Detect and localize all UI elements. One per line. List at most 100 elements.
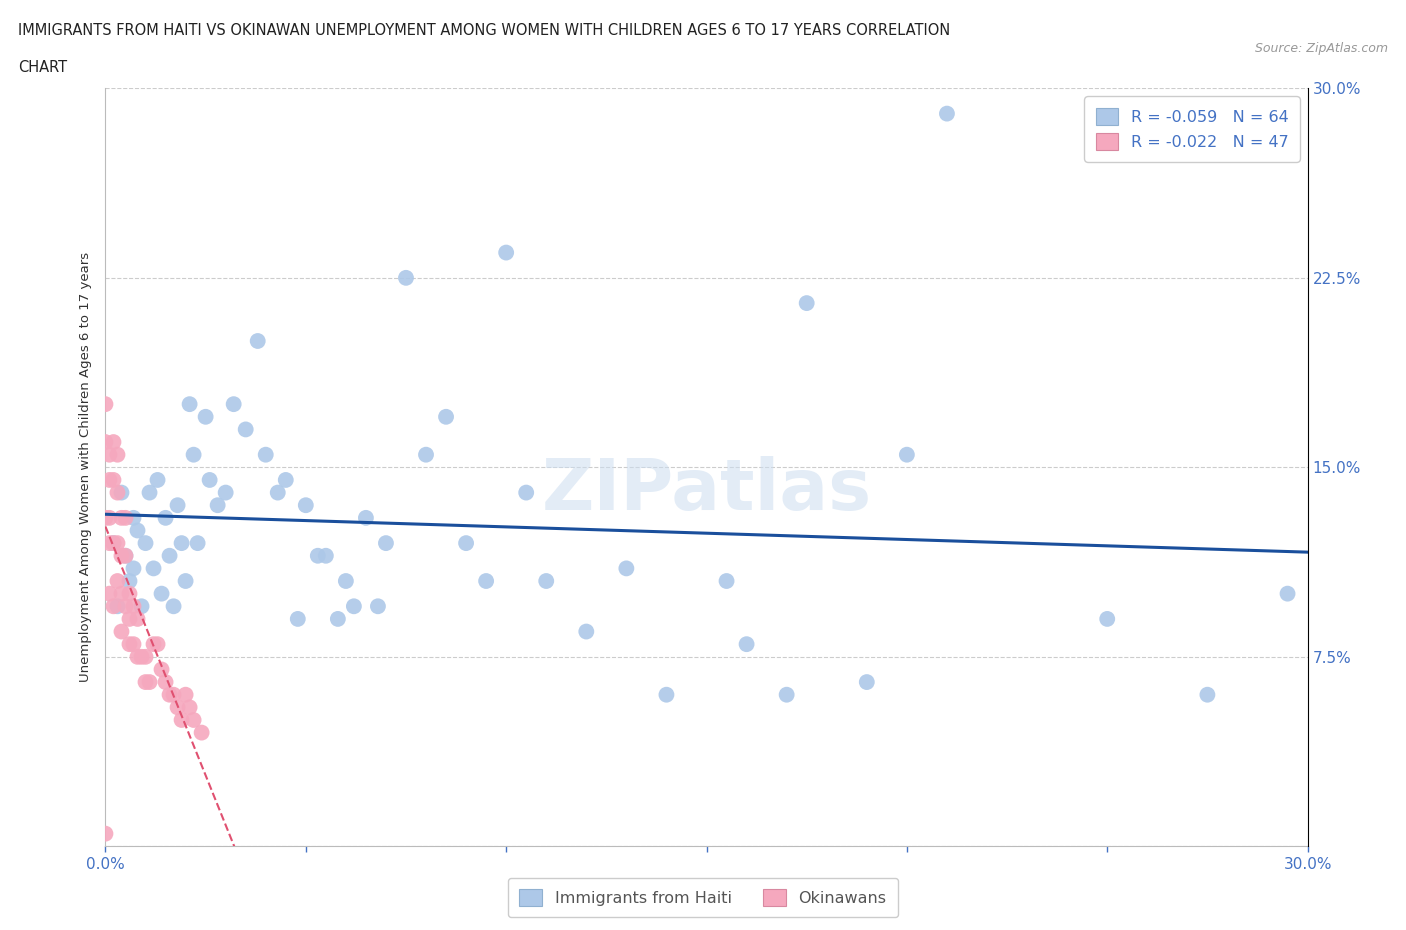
Point xyxy=(98,472,121,487)
Point xyxy=(274,472,297,487)
Point xyxy=(716,574,738,589)
Point xyxy=(114,549,136,564)
Point xyxy=(434,409,457,424)
Point xyxy=(267,485,290,500)
Legend: Immigrants from Haiti, Okinawans: Immigrants from Haiti, Okinawans xyxy=(508,878,898,917)
Point xyxy=(575,624,598,639)
Text: CHART: CHART xyxy=(18,60,67,75)
Point xyxy=(179,700,201,715)
Point xyxy=(131,649,153,664)
Point xyxy=(166,498,188,512)
Point xyxy=(170,536,193,551)
Point xyxy=(142,637,165,652)
Point xyxy=(194,409,217,424)
Point xyxy=(98,511,121,525)
Point xyxy=(246,334,269,349)
Point xyxy=(335,574,357,589)
Point xyxy=(235,422,257,437)
Point xyxy=(103,434,125,449)
Point xyxy=(307,549,329,564)
Point xyxy=(374,536,398,551)
Point xyxy=(118,637,141,652)
Point xyxy=(146,637,169,652)
Point xyxy=(150,586,173,601)
Point xyxy=(107,447,129,462)
Point xyxy=(110,511,132,525)
Point xyxy=(110,624,132,639)
Point xyxy=(936,106,959,121)
Text: ZIPatlas: ZIPatlas xyxy=(541,456,872,525)
Point xyxy=(295,498,318,512)
Point xyxy=(107,485,129,500)
Point xyxy=(114,599,136,614)
Point xyxy=(127,523,149,538)
Point xyxy=(135,649,157,664)
Point xyxy=(94,826,117,841)
Point xyxy=(166,700,188,715)
Point xyxy=(94,434,117,449)
Point xyxy=(98,536,121,551)
Point xyxy=(454,536,477,551)
Point xyxy=(107,599,129,614)
Point xyxy=(222,397,245,412)
Point xyxy=(103,536,125,551)
Point xyxy=(495,246,517,260)
Point xyxy=(515,485,537,500)
Point xyxy=(135,674,157,689)
Point xyxy=(326,612,349,627)
Point xyxy=(138,485,160,500)
Point xyxy=(150,662,173,677)
Point xyxy=(855,674,877,689)
Point xyxy=(354,511,377,525)
Point xyxy=(796,296,818,311)
Point xyxy=(118,574,141,589)
Point xyxy=(122,637,145,652)
Point xyxy=(159,549,181,564)
Point xyxy=(131,599,153,614)
Point xyxy=(170,712,193,727)
Point xyxy=(98,447,121,462)
Point xyxy=(98,586,121,601)
Y-axis label: Unemployment Among Women with Children Ages 6 to 17 years: Unemployment Among Women with Children A… xyxy=(79,252,93,683)
Point xyxy=(287,612,309,627)
Text: Source: ZipAtlas.com: Source: ZipAtlas.com xyxy=(1254,42,1388,55)
Point xyxy=(107,536,129,551)
Text: IMMIGRANTS FROM HAITI VS OKINAWAN UNEMPLOYMENT AMONG WOMEN WITH CHILDREN AGES 6 : IMMIGRANTS FROM HAITI VS OKINAWAN UNEMPL… xyxy=(18,23,950,38)
Point xyxy=(146,472,169,487)
Point xyxy=(776,687,799,702)
Point xyxy=(190,725,212,740)
Point xyxy=(118,612,141,627)
Point xyxy=(1277,586,1299,601)
Point xyxy=(122,511,145,525)
Point xyxy=(162,687,184,702)
Point xyxy=(155,674,177,689)
Point xyxy=(122,599,145,614)
Point xyxy=(1197,687,1219,702)
Point xyxy=(127,612,149,627)
Point xyxy=(159,687,181,702)
Point xyxy=(114,511,136,525)
Point xyxy=(534,574,557,589)
Legend: R = -0.059   N = 64, R = -0.022   N = 47: R = -0.059 N = 64, R = -0.022 N = 47 xyxy=(1084,97,1299,162)
Point xyxy=(198,472,221,487)
Point xyxy=(343,599,366,614)
Point xyxy=(187,536,209,551)
Point xyxy=(142,561,165,576)
Point xyxy=(114,549,136,564)
Point xyxy=(118,586,141,601)
Point xyxy=(107,574,129,589)
Point xyxy=(103,536,125,551)
Point xyxy=(616,561,638,576)
Point xyxy=(735,637,758,652)
Point xyxy=(94,397,117,412)
Point xyxy=(415,447,437,462)
Point xyxy=(174,687,197,702)
Point xyxy=(162,599,184,614)
Point xyxy=(138,674,160,689)
Point xyxy=(254,447,277,462)
Point xyxy=(110,586,132,601)
Point xyxy=(367,599,389,614)
Point xyxy=(122,561,145,576)
Point xyxy=(395,271,418,286)
Point xyxy=(655,687,678,702)
